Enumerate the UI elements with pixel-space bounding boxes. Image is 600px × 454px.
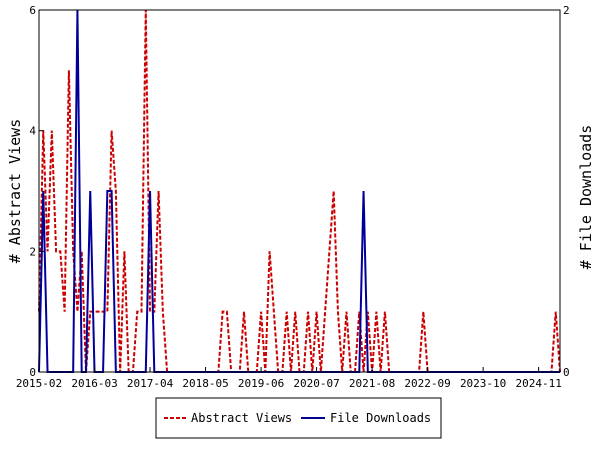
y-left-tick-label: 0 xyxy=(29,366,36,379)
x-tick-label: 2022-09 xyxy=(404,377,450,390)
legend: Abstract Views File Downloads xyxy=(155,397,442,439)
y-left-tick-label: 4 xyxy=(29,125,36,138)
axes-layer: 0 2 4 6 0 2 2015-02 2016-03 2017-04 2018-05 2019-0… xyxy=(16,4,570,390)
legend-label-file-downloads: File Downloads xyxy=(330,411,431,425)
y-left-tick-label: 2 xyxy=(29,245,36,258)
x-tick-label: 2024-11 xyxy=(515,377,561,390)
x-tick-label: 2018-05 xyxy=(182,377,228,390)
legend-label-abstract-views: Abstract Views xyxy=(191,411,292,425)
x-tick-label: 2015-02 xyxy=(16,377,62,390)
legend-box xyxy=(155,397,442,439)
x-tick-label: 2021-08 xyxy=(349,377,395,390)
y-right-tick-label: 0 xyxy=(563,366,570,379)
y-axis-left-title: # Abstract Views xyxy=(6,119,24,264)
x-tick-label: 2020-07 xyxy=(293,377,339,390)
x-tick-label: 2019-06 xyxy=(238,377,284,390)
y-left-tick-label: 6 xyxy=(29,4,36,17)
plot-background xyxy=(39,10,560,372)
x-tick-label: 2016-03 xyxy=(71,377,117,390)
x-tick-label: 2017-04 xyxy=(127,377,174,390)
y-axis-right-title: # File Downloads xyxy=(577,125,595,270)
plot-area xyxy=(39,10,560,372)
x-tick-label: 2023-10 xyxy=(460,377,506,390)
y-right-tick-label: 2 xyxy=(563,4,570,17)
plot-frame xyxy=(38,9,561,373)
